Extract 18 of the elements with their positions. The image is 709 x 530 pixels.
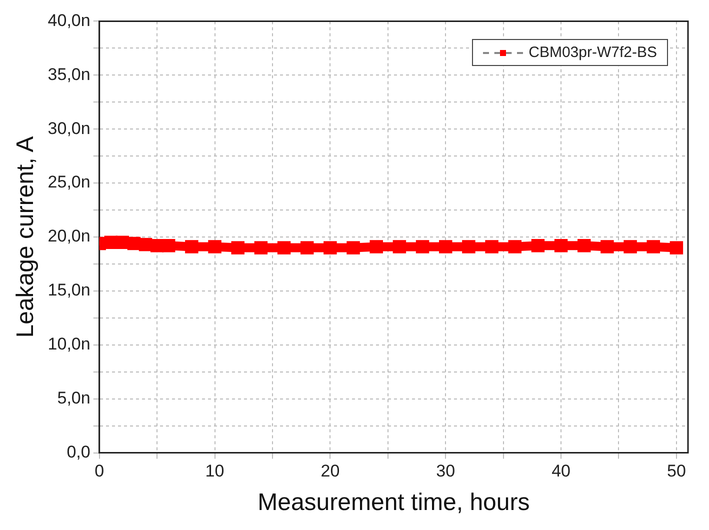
y-tick-label: 40,0n <box>48 10 90 30</box>
x-tick-label: 40 <box>552 462 570 481</box>
y-axis-title: Leakage current, A <box>12 136 40 338</box>
legend-label: CBM03pr-W7f2-BS <box>528 44 657 62</box>
x-axis-title: Measurement time, hours <box>258 489 530 516</box>
y-tick-label: 15,0n <box>48 280 90 300</box>
y-tick-label: 20,0n <box>48 226 90 246</box>
x-tick-label: 30 <box>436 462 456 481</box>
y-tick-label: 5,0n <box>57 388 90 408</box>
y-tick-label: 35,0n <box>48 64 90 84</box>
y-tick-label: 30,0n <box>48 118 90 138</box>
x-tick-label: 0 <box>94 462 104 481</box>
y-tick-label: 0,0 <box>66 442 90 462</box>
y-tick-label: 25,0n <box>48 172 90 192</box>
x-tick-label: 10 <box>205 462 224 481</box>
x-tick-label: 50 <box>666 462 686 481</box>
x-tick-label: 20 <box>320 462 340 481</box>
y-tick-label: 10,0n <box>48 334 90 354</box>
